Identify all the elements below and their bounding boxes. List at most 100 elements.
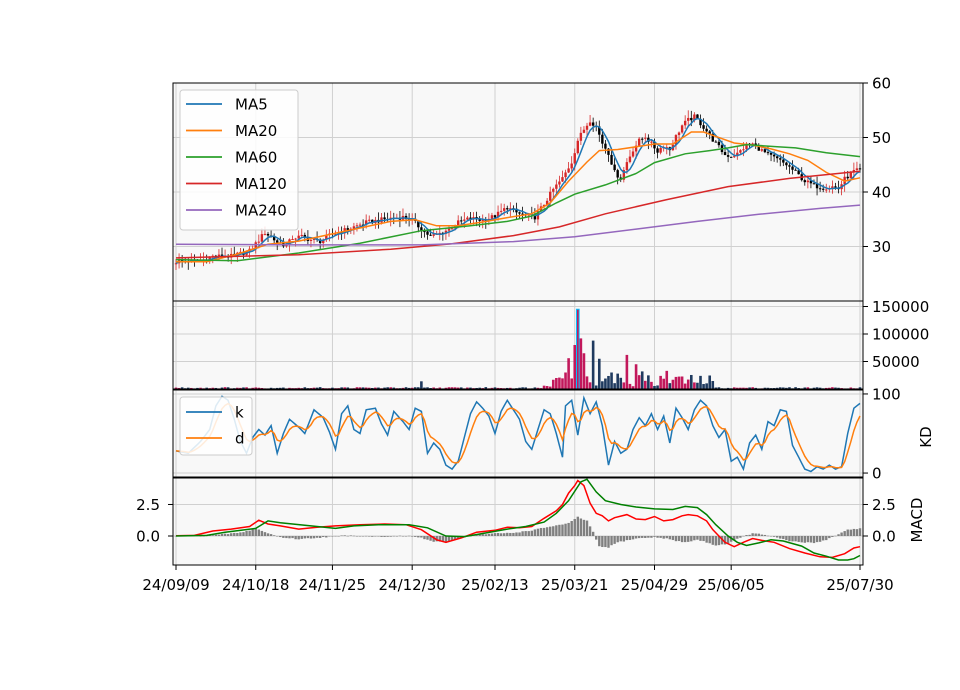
- volume-bar: [659, 375, 662, 389]
- macd-histogram-bar: [834, 535, 837, 537]
- ma5-line: [175, 117, 861, 264]
- macd-histogram-bar: [291, 536, 294, 539]
- volume-bar: [518, 387, 521, 389]
- macd-histogram-bar: [705, 536, 708, 543]
- volume-bar: [763, 387, 767, 389]
- volume-bar: [196, 387, 199, 389]
- date-x-axis: 24/09/09 24/10/18 24/11/25 24/12/30 25/02/13…: [142, 565, 894, 594]
- candle-body: [674, 135, 678, 145]
- macd-histogram-bar: [527, 531, 530, 536]
- macd-histogram-bar: [582, 519, 586, 536]
- volume-bar: [245, 387, 248, 389]
- volume-bar: [417, 387, 420, 389]
- macd-histogram-bar: [536, 528, 540, 536]
- macd-histogram-bar: [297, 536, 300, 540]
- macd-histogram-bar: [386, 536, 389, 537]
- macd-histogram-bar: [447, 536, 451, 542]
- candle-body: [659, 148, 662, 153]
- macd-histogram-bar: [742, 535, 745, 537]
- volume-bar: [288, 387, 291, 389]
- macd-histogram-bar: [300, 536, 303, 539]
- x-tick-label: 24/11/25: [299, 576, 366, 594]
- macd-histogram-bar: [800, 536, 803, 543]
- y-tick-label: 40: [872, 184, 891, 202]
- macd-histogram-bar: [818, 536, 822, 542]
- macd-histogram-bar: [444, 536, 448, 543]
- volume-bar: [401, 387, 405, 389]
- volume-bar: [478, 387, 481, 389]
- volume-bar: [582, 353, 586, 389]
- macd-histogram-bar: [794, 536, 797, 542]
- candle-body: [785, 162, 788, 166]
- kd-y-axis: 0 100: [863, 385, 901, 483]
- volume-bar: [358, 387, 362, 389]
- volume-bar: [257, 387, 261, 389]
- candle-body: [760, 149, 764, 151]
- candle-body: [542, 204, 546, 207]
- candle-body: [782, 159, 785, 163]
- candle-body: [506, 208, 509, 210]
- candle-body: [702, 125, 705, 129]
- volume-bar: [831, 387, 834, 389]
- volume-bar: [420, 381, 423, 389]
- candle-body: [174, 263, 178, 265]
- macd-histogram-bar: [521, 531, 524, 536]
- volume-bar: [616, 373, 619, 389]
- macd-histogram-bar: [245, 530, 248, 536]
- volume-bar: [413, 387, 417, 389]
- volume-bar: [726, 387, 730, 389]
- volume-bar: [588, 382, 592, 389]
- candle-body: [564, 172, 567, 178]
- volume-bar: [475, 387, 478, 389]
- volume-bar: [315, 387, 319, 389]
- macd-histogram-bar: [512, 532, 515, 536]
- macd-histogram-bar: [309, 536, 313, 539]
- candle-body: [825, 189, 828, 191]
- candle-body: [656, 148, 659, 153]
- volume-bar: [696, 382, 699, 389]
- volume-bar: [576, 308, 580, 390]
- macd-histogram-bar: [757, 533, 760, 536]
- macd-histogram-bar: [696, 536, 699, 540]
- candle-body: [831, 186, 834, 189]
- y-tick-label: 50: [872, 129, 891, 147]
- macd-histogram-bar: [656, 536, 659, 538]
- candle-body: [680, 125, 684, 133]
- candle-body: [426, 231, 429, 235]
- candle-body: [665, 147, 668, 149]
- macd-histogram-bar: [736, 536, 739, 539]
- volume-bar: [564, 372, 567, 389]
- candle-body: [303, 234, 307, 238]
- candle-body: [490, 215, 494, 219]
- volume-bar: [824, 387, 828, 389]
- macd-histogram-bar: [806, 536, 810, 543]
- candle-body: [650, 141, 653, 143]
- candle-body: [794, 169, 797, 171]
- candle-body: [561, 177, 564, 182]
- volume-bar: [567, 358, 570, 389]
- macd-histogram-bar: [263, 532, 267, 536]
- candle-body: [653, 141, 656, 149]
- candle-body: [729, 156, 733, 158]
- volume-bar: [818, 387, 822, 389]
- macd-histogram-bar: [622, 536, 626, 542]
- macd-histogram-bar: [567, 522, 570, 536]
- candle-body: [739, 150, 742, 153]
- macd-histogram-bar: [726, 536, 730, 544]
- volume-bar: [745, 387, 748, 389]
- macd-histogram-bar: [613, 536, 616, 544]
- volume-y-axis: 50000 100000 150000: [863, 298, 929, 371]
- macd-histogram-bar: [355, 536, 359, 537]
- volume-bar: [312, 387, 316, 389]
- macd-histogram-bar: [588, 526, 592, 536]
- moving-average-lines: [175, 117, 861, 264]
- volume-bar: [226, 387, 230, 389]
- macd-histogram-bar: [236, 533, 239, 536]
- macd-histogram-bar: [564, 523, 567, 536]
- kd-legend: kd: [179, 396, 253, 456]
- candle-body: [502, 208, 506, 211]
- macd-histogram-bar: [404, 536, 408, 537]
- candle-body: [858, 168, 862, 170]
- kd-panel: 0 100 KD kd: [172, 385, 935, 483]
- y-tick-label: 50000: [872, 353, 920, 371]
